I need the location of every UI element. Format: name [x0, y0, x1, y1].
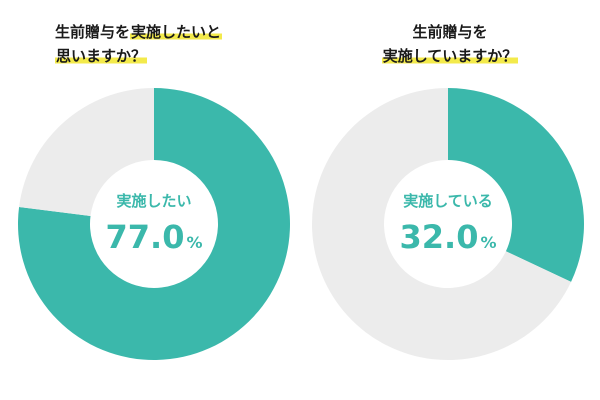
- chart-title-wish-line2: 思いますか？: [55, 44, 295, 68]
- donut-center-value: 32.0%: [400, 218, 497, 256]
- donut-center-label: 実施したい: [116, 192, 191, 210]
- donut-value-unit: %: [480, 233, 496, 252]
- donut-value-number: 32.0: [400, 218, 479, 256]
- chart-title-wish-line1: 生前贈与を実施したいと: [55, 20, 295, 44]
- donut-chart-doing: 実施している 32.0%: [312, 88, 584, 360]
- donut-slice-rest: [312, 88, 572, 360]
- donut-chart-wish: 実施したい 77.0%: [18, 88, 291, 360]
- donut-center-label: 実施している: [403, 192, 493, 210]
- title-highlight: 実施していますか？: [381, 47, 519, 65]
- chart-title-doing-line1: 生前贈与を: [330, 20, 570, 44]
- chart-title-doing: 生前贈与を 実施していますか？: [330, 20, 570, 68]
- title-highlight: 実施したいと: [130, 23, 223, 41]
- donut-slice-rest: [19, 88, 154, 216]
- title-text: 生前贈与を: [412, 23, 488, 41]
- donut-value-unit: %: [186, 233, 202, 252]
- donut-center-value: 77.0%: [106, 218, 203, 256]
- donut-slice-value: [448, 88, 584, 282]
- chart-title-wish: 生前贈与を実施したいと 思いますか？: [55, 20, 295, 68]
- donut-slice-value: [18, 88, 291, 360]
- title-text: 生前贈与を: [55, 23, 131, 41]
- chart-title-doing-line2: 実施していますか？: [330, 44, 570, 68]
- donut-value-number: 77.0: [106, 218, 185, 256]
- title-highlight: 思いますか？: [55, 47, 148, 65]
